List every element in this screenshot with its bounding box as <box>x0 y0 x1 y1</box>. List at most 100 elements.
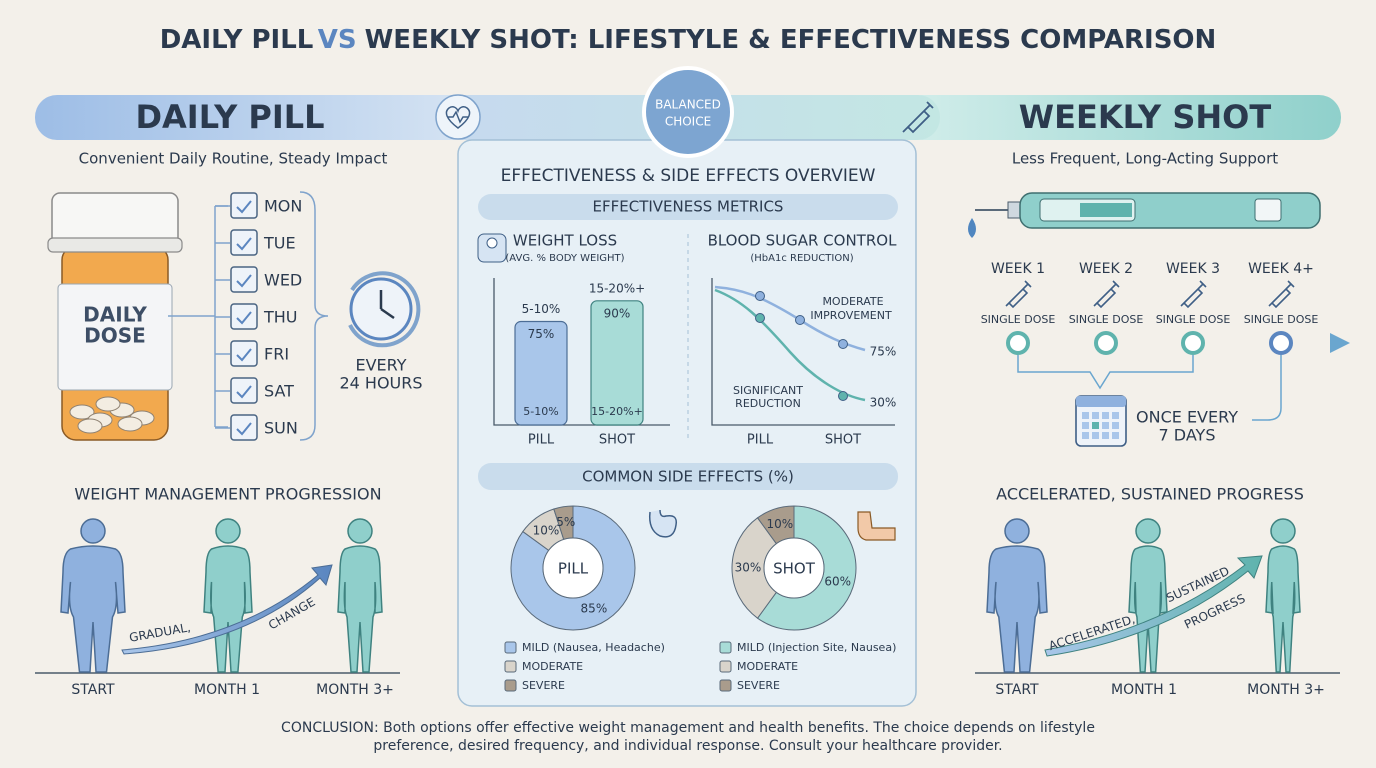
calendar-cell <box>1102 432 1109 439</box>
legend-label: SEVERE <box>737 679 780 692</box>
curve-dot <box>755 291 765 301</box>
stage-label: MONTH 1 <box>194 682 260 698</box>
pill-heading: DAILY PILL <box>135 98 324 136</box>
legend-swatch <box>719 679 732 692</box>
title-vs: VS <box>318 25 357 55</box>
pill-header <box>35 95 475 140</box>
donut-label: 10% <box>533 523 560 537</box>
timeline-head <box>1330 333 1350 353</box>
donut-center <box>763 537 825 599</box>
check-mark <box>236 385 252 399</box>
calendar-cell <box>1102 422 1109 429</box>
figure-body <box>1265 545 1301 673</box>
end-label: 75% <box>870 345 897 359</box>
drop <box>968 218 976 238</box>
legend-swatch <box>504 641 517 654</box>
figure-head <box>1004 518 1030 544</box>
bottle-cap-rim <box>47 237 183 253</box>
page-title: DAILY PILL VS WEEKLY SHOT: LIFESTYLE & EFF… <box>160 25 1217 55</box>
calendar-icon <box>230 192 258 219</box>
check-mark <box>236 348 252 362</box>
calendar-icon <box>230 414 258 441</box>
arm-icon <box>857 511 896 541</box>
badge-text: CHOICE <box>665 115 711 129</box>
bar <box>514 320 568 426</box>
end-label: 30% <box>870 396 897 410</box>
curve-dot <box>795 315 805 325</box>
donut-label: 85% <box>581 601 608 615</box>
center-heading: EFFECTIVENESS & SIDE EFFECTS OVERVIEW <box>501 166 876 186</box>
pill-subtitle: Convenient Daily Routine, Steady Impact <box>79 150 388 168</box>
donut-label: 5% <box>556 515 575 529</box>
calendar-cell <box>1092 422 1099 429</box>
week-dot <box>1269 331 1293 355</box>
calendar-icon <box>230 303 258 330</box>
figure-head <box>80 518 106 544</box>
week-dot <box>1181 331 1205 355</box>
scale-dial <box>486 237 498 249</box>
interval-text: 24 HOURS <box>339 374 422 393</box>
interval-text: ONCE EVERY <box>1136 408 1238 427</box>
progression-title: ACCELERATED, SUSTAINED PROGRESS <box>996 485 1304 504</box>
legend-label: MODERATE <box>737 660 798 673</box>
heart-icon <box>445 106 471 129</box>
value-label: 90% <box>604 306 631 320</box>
badge-text: BALANCED <box>655 98 721 112</box>
shot-header <box>900 95 1341 140</box>
arrow-text: PROGRESS <box>1182 591 1247 631</box>
calendar-cell <box>1112 422 1119 429</box>
shot-heading: WEEKLY SHOT <box>1019 98 1272 136</box>
figure-body <box>60 545 126 673</box>
bottle-cap <box>51 192 179 246</box>
value-label: 75% <box>528 327 555 341</box>
category-label: SHOT <box>825 433 861 448</box>
conclusion: preference, desired frequency, and indiv… <box>373 738 1002 754</box>
day-label: SAT <box>264 382 294 401</box>
stomach-icon <box>648 509 678 538</box>
stage-label: MONTH 3+ <box>316 682 394 698</box>
annotation: REDUCTION <box>735 397 801 410</box>
calendar-cell <box>1082 432 1089 439</box>
badge <box>642 66 734 158</box>
progress-arrow <box>121 564 333 655</box>
syringe-icon <box>1180 280 1207 309</box>
stage-label: MONTH 1 <box>1111 682 1177 698</box>
interval-text: 7 DAYS <box>1159 426 1216 445</box>
figure-body <box>203 545 253 673</box>
annotation: IMPROVEMENT <box>810 309 892 322</box>
legend-swatch <box>719 660 732 673</box>
legend-label: MILD (Nausea, Headache) <box>522 641 665 654</box>
curve-dot <box>838 339 848 349</box>
category-label: SHOT <box>599 433 635 448</box>
week-dot <box>1006 331 1030 355</box>
syringe-icon <box>1005 280 1032 309</box>
interval-text: EVERY <box>355 356 406 375</box>
line-axis <box>711 278 895 426</box>
calendar-icon <box>230 266 258 293</box>
clock-hands <box>379 290 395 320</box>
stage-label: MONTH 3+ <box>1247 682 1325 698</box>
dose-label: SINGLE DOSE <box>1156 313 1231 326</box>
week-label: WEEK 3 <box>1166 261 1220 277</box>
calendar-cell <box>1082 412 1089 419</box>
legend-label: SEVERE <box>522 679 565 692</box>
legend-swatch <box>719 641 732 654</box>
brace <box>299 191 329 441</box>
title-part: DAILY PILL <box>160 25 313 55</box>
pill-tablet <box>95 396 121 412</box>
dose-label: SINGLE DOSE <box>981 313 1056 326</box>
category-label: PILL <box>528 433 555 448</box>
section-title: EFFECTIVENESS METRICS <box>593 198 784 216</box>
pen-dial <box>1254 198 1282 222</box>
day-label: SUN <box>264 419 298 438</box>
check-mark <box>236 422 252 436</box>
calendar-cell <box>1112 432 1119 439</box>
day-label: FRI <box>264 345 289 364</box>
day-label: WED <box>264 271 302 290</box>
chart-title: BLOOD SUGAR CONTROL <box>708 232 898 250</box>
legend-label: MODERATE <box>522 660 583 673</box>
chart-subtitle: (HbA1c REDUCTION) <box>750 253 853 264</box>
week-dot <box>1094 331 1118 355</box>
figure-head <box>1135 518 1161 544</box>
